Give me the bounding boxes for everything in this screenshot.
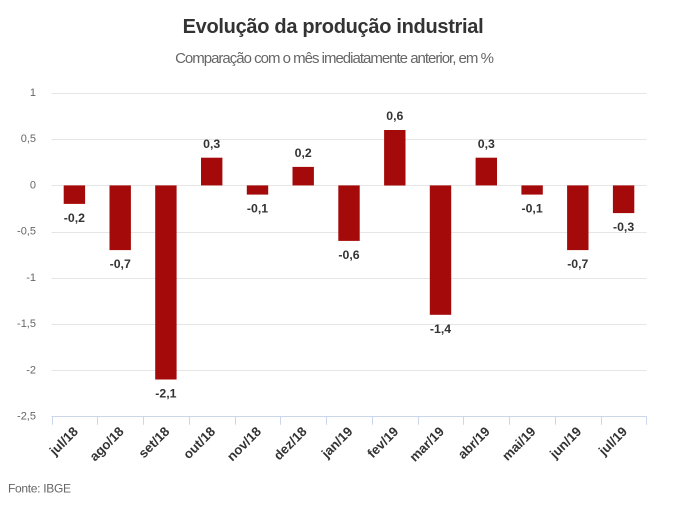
svg-text:fev/19: fev/19	[364, 424, 401, 461]
svg-text:-0,6: -0,6	[338, 248, 359, 262]
svg-text:-0,1: -0,1	[521, 202, 542, 216]
svg-text:0,3: 0,3	[478, 137, 495, 151]
svg-text:nov/18: nov/18	[224, 424, 264, 464]
svg-text:-1,5: -1,5	[17, 318, 36, 330]
svg-text:-0,1: -0,1	[247, 202, 268, 216]
svg-text:-0,7: -0,7	[110, 257, 131, 271]
svg-text:0,5: 0,5	[21, 133, 36, 145]
svg-text:Comparação com o mês imediatam: Comparação com o mês imediatamente anter…	[175, 50, 493, 67]
svg-text:jan/19: jan/19	[318, 424, 356, 462]
svg-text:0: 0	[30, 179, 36, 191]
svg-text:0,6: 0,6	[386, 109, 403, 123]
svg-text:jun/19: jun/19	[546, 424, 584, 462]
svg-text:-0,2: -0,2	[64, 211, 85, 225]
svg-text:abr/19: abr/19	[455, 424, 493, 462]
svg-text:mai/19: mai/19	[499, 424, 539, 464]
svg-text:ago/18: ago/18	[87, 424, 127, 464]
svg-text:-0,7: -0,7	[567, 257, 588, 271]
svg-text:-2,5: -2,5	[17, 411, 36, 423]
svg-text:-2,1: -2,1	[155, 387, 176, 401]
svg-text:dez/18: dez/18	[271, 424, 310, 463]
svg-text:-1,4: -1,4	[430, 322, 451, 336]
svg-text:jul/18: jul/18	[46, 424, 81, 459]
svg-text:-2: -2	[26, 364, 36, 376]
svg-text:1: 1	[30, 87, 36, 99]
svg-text:Fonte: IBGE: Fonte: IBGE	[8, 482, 71, 496]
svg-text:0,2: 0,2	[295, 146, 312, 160]
svg-text:set/18: set/18	[135, 424, 172, 461]
svg-text:Evolução da produção industria: Evolução da produção industrial	[183, 16, 484, 38]
svg-text:-0,5: -0,5	[17, 226, 36, 238]
svg-text:out/18: out/18	[180, 424, 218, 462]
svg-text:-1: -1	[26, 272, 36, 284]
svg-text:0,3: 0,3	[203, 137, 220, 151]
svg-text:mar/19: mar/19	[406, 424, 447, 465]
svg-text:jul/19: jul/19	[595, 424, 630, 459]
svg-text:-0,3: -0,3	[613, 220, 634, 234]
